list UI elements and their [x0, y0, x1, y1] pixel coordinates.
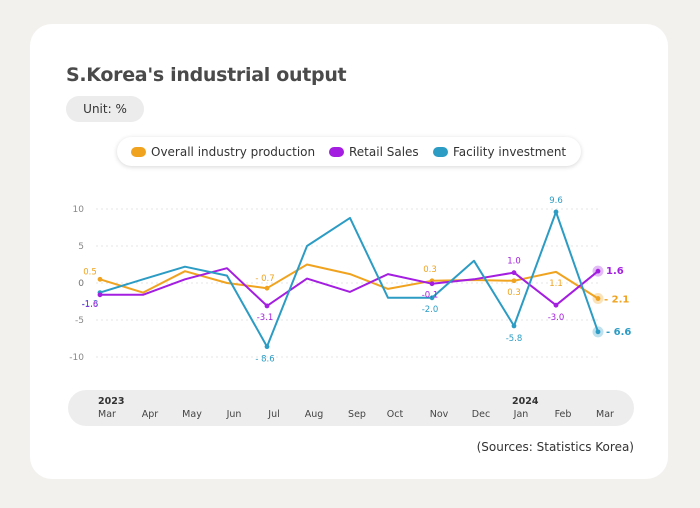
data-point [553, 302, 559, 308]
data-point [553, 209, 559, 215]
x-tick-label: Mar [98, 409, 116, 420]
data-label: -0.1 [422, 291, 439, 301]
data-point [97, 292, 103, 298]
legend-item-retail-sales[interactable]: Retail Sales [329, 137, 419, 166]
data-label: -2.0 [422, 305, 439, 315]
data-label: 9.6 [549, 196, 563, 206]
data-label: - 2.1 [604, 295, 629, 306]
data-label: - 8.6 [255, 355, 274, 365]
x-tick-label: Dec [472, 409, 490, 420]
unit-badge: Unit: % [66, 96, 144, 122]
x-axis-band [68, 390, 634, 426]
y-tick-label: -5 [75, 316, 84, 326]
data-label: - 6.6 [606, 327, 631, 338]
data-point [595, 329, 601, 335]
data-point [429, 295, 435, 301]
data-label: -1.6 [82, 300, 99, 310]
legend-label: Facility investment [453, 144, 567, 159]
x-tick-label: Jun [226, 409, 242, 420]
x-tick-label: Nov [430, 409, 449, 420]
data-label: 1.1 [549, 279, 563, 289]
data-label: -3.1 [257, 313, 274, 323]
data-label: -1.3 [82, 300, 99, 310]
legend-label: Overall industry production [151, 144, 316, 159]
x-year-label: 2023 [98, 396, 124, 407]
legend-label: Retail Sales [349, 144, 419, 159]
legend: Overall industry production Retail Sales… [117, 137, 581, 166]
x-tick-label: Mar [596, 409, 614, 420]
data-point [511, 270, 517, 276]
x-year-label: 2024 [512, 396, 539, 407]
legend-swatch [329, 146, 344, 157]
data-label: - 0.7 [255, 274, 274, 284]
data-label: -3.0 [548, 313, 565, 323]
data-point [511, 278, 517, 284]
data-point [429, 281, 435, 287]
x-tick-label: Apr [142, 409, 159, 420]
chart-title: S.Korea's industrial output [66, 64, 347, 86]
data-label: 1.6 [606, 266, 624, 277]
y-tick-label: 0 [78, 279, 84, 289]
data-label: -5.8 [506, 334, 523, 344]
data-point [264, 285, 270, 291]
data-point [595, 268, 601, 274]
data-label: 1.0 [507, 257, 521, 267]
x-tick-label: Feb [555, 409, 572, 420]
data-label: 0.3 [423, 265, 437, 275]
data-point [511, 323, 517, 329]
x-tick-label: Oct [387, 409, 404, 420]
x-tick-label: May [182, 409, 202, 420]
x-tick-label: Sep [348, 409, 366, 420]
x-tick-label: Aug [305, 409, 324, 420]
y-tick-label: 5 [78, 242, 84, 252]
legend-item-overall-industry[interactable]: Overall industry production [131, 137, 315, 166]
x-tick-label: Jan [513, 409, 529, 420]
y-tick-label: 10 [73, 205, 85, 215]
y-tick-label: -10 [69, 353, 84, 363]
y-tick-label: 0 [78, 279, 84, 289]
legend-swatch [131, 146, 146, 157]
source-note: (Sources: Statistics Korea) [476, 440, 634, 454]
x-tick-label: Jul [267, 409, 279, 420]
data-point [97, 276, 103, 282]
data-label: 0.5 [83, 267, 97, 277]
data-point [264, 303, 270, 309]
data-point [595, 296, 601, 301]
data-point [264, 344, 270, 350]
legend-swatch [433, 146, 448, 157]
legend-item-facility-investment[interactable]: Facility investment [433, 137, 566, 166]
data-label: 0.3 [507, 288, 521, 298]
